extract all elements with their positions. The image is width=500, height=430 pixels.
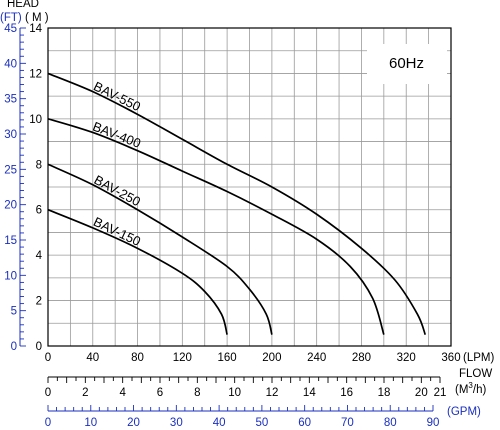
x-lpm-tick-label: 160 [218,352,237,364]
y-axis-feet-unit: (FT) [0,12,22,24]
y-meters-tick-label: 10 [29,114,42,126]
y-axis-meters-unit: ( M ) [25,12,49,24]
x-axis-m3h-unit: (M3/h) [455,381,486,396]
x-axis-gpm-ticks: 0 10 20 30 40 50 60 70 80 90 [45,405,440,429]
x-axis-m3h-ticks: 0 2 4 6 8 10 12 14 16 18 20 21 [45,377,447,399]
y-axis-title: HEAD [7,0,39,10]
y-feet-tick-label: 0 [11,341,17,353]
x-m3h-tick-label: 12 [266,387,279,399]
x-lpm-tick-label: 120 [173,352,192,364]
x-gpm-tick-label: 80 [384,417,397,429]
x-m3h-tick-label: 0 [45,387,51,399]
y-feet-tick-label: 5 [11,306,17,318]
x-lpm-tick-label: 0 [45,352,51,364]
y-meters-tick-label: 4 [36,250,43,262]
x-axis-m3h-unit-prefix: (M [455,384,468,396]
pump-curves [47,72,427,335]
x-lpm-tick-label: 360 [441,352,460,364]
x-axis-lpm-unit: (LPM) [463,352,494,364]
x-gpm-tick-label: 20 [127,417,140,429]
x-gpm-tick-label: 90 [427,417,440,429]
x-lpm-tick-label: 40 [86,352,99,364]
y-feet-tick-label: 45 [4,23,17,35]
y-meters-tick-label: 14 [29,23,42,35]
x-gpm-tick-label: 50 [255,417,268,429]
x-m3h-tick-label: 10 [228,387,241,399]
y-meters-tick-label: 0 [36,341,42,353]
x-axis-lpm-ticks: 0 40 80 120 160 200 240 280 320 360 [45,352,461,364]
y-meters-tick-label: 2 [36,296,42,308]
x-m3h-tick-label: 20 [415,387,428,399]
y-feet-tick-label: 30 [4,129,17,141]
x-m3h-tick-label: 16 [340,387,353,399]
x-m3h-tick-label: 4 [119,387,126,399]
y-meters-tick-label: 8 [36,159,42,171]
x-axis-m3h-unit-suffix: /h) [473,384,487,396]
y-feet-tick-label: 15 [4,235,17,247]
x-gpm-tick-label: 40 [213,417,226,429]
pump-curve-line [47,72,427,335]
x-m3h-tick-label: 21 [434,387,447,399]
y-axis-meters-ticks: 0 2 4 6 8 10 12 14 [29,23,42,353]
frequency-label: 60Hz [389,55,424,72]
x-lpm-tick-label: 280 [352,352,371,364]
x-lpm-tick-label: 200 [262,352,281,364]
y-feet-tick-label: 10 [4,270,17,282]
plot-frame [47,27,452,347]
y-meters-tick-label: 6 [36,205,42,217]
y-feet-tick-label: 20 [4,200,17,212]
x-m3h-tick-label: 2 [82,387,88,399]
x-m3h-tick-label: 6 [157,387,163,399]
x-m3h-tick-label: 8 [194,387,200,399]
pump-curve-line [47,208,228,335]
x-m3h-tick-label: 18 [378,387,391,399]
y-feet-tick-label: 40 [4,58,17,70]
y-meters-tick-label: 12 [29,68,42,80]
x-m3h-tick-label: 14 [303,387,316,399]
x-axis-gpm-unit: (GPM) [447,406,481,418]
x-lpm-tick-label: 80 [131,352,144,364]
x-axis-flow-title: FLOW [459,368,492,380]
pump-curve-label: BAV-250 [92,172,143,209]
frequency-label-box [367,44,447,84]
pump-curve-line [47,118,385,335]
x-lpm-tick-label: 240 [307,352,326,364]
y-feet-tick-label: 25 [4,164,17,176]
pump-curve-label: BAV-400 [91,119,143,151]
x-gpm-tick-label: 60 [298,417,311,429]
x-gpm-tick-label: 10 [84,417,97,429]
x-gpm-tick-label: 70 [341,417,354,429]
x-gpm-tick-label: 0 [45,417,51,429]
y-feet-tick-label: 35 [4,94,17,106]
x-gpm-tick-label: 30 [170,417,183,429]
x-axis-m3h-unit-sup: 3 [468,381,473,390]
x-lpm-tick-label: 320 [397,352,416,364]
y-axis-feet-ticks: 0 5 10 15 20 25 30 35 40 45 [4,23,26,353]
pump-curve-line [47,163,273,335]
